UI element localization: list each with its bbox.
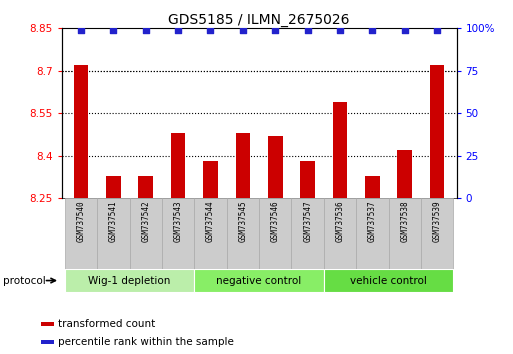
Bar [430, 65, 444, 198]
Bar [398, 150, 412, 198]
Bar [365, 176, 380, 198]
Bar [194, 269, 324, 292]
Text: protocol: protocol [3, 275, 45, 286]
Bar [41, 340, 54, 344]
Point [109, 27, 117, 33]
Text: Wig-1 depletion: Wig-1 depletion [88, 275, 171, 286]
Title: GDS5185 / ILMN_2675026: GDS5185 / ILMN_2675026 [168, 13, 350, 27]
Bar [227, 198, 259, 269]
Bar [41, 322, 54, 326]
Bar [268, 136, 283, 198]
Bar [130, 198, 162, 269]
Point [433, 27, 441, 33]
Point [206, 27, 214, 33]
Text: GSM737543: GSM737543 [173, 200, 183, 242]
Text: negative control: negative control [216, 275, 302, 286]
Text: GSM737542: GSM737542 [141, 200, 150, 242]
Point [271, 27, 280, 33]
Bar [300, 161, 315, 198]
Text: GSM737541: GSM737541 [109, 200, 118, 242]
Point [401, 27, 409, 33]
Text: GSM737536: GSM737536 [336, 200, 345, 242]
Text: GSM737546: GSM737546 [271, 200, 280, 242]
Text: GSM737540: GSM737540 [76, 200, 86, 242]
Bar [291, 198, 324, 269]
Bar [203, 161, 218, 198]
Text: GSM737538: GSM737538 [400, 200, 409, 242]
Bar [97, 198, 130, 269]
Bar [139, 176, 153, 198]
Bar [106, 176, 121, 198]
Text: GSM737547: GSM737547 [303, 200, 312, 242]
Bar [421, 198, 453, 269]
Text: GSM737537: GSM737537 [368, 200, 377, 242]
Point [304, 27, 312, 33]
Text: GSM737545: GSM737545 [239, 200, 247, 242]
Point [77, 27, 85, 33]
Bar [388, 198, 421, 269]
Text: vehicle control: vehicle control [350, 275, 427, 286]
Text: transformed count: transformed count [58, 319, 155, 329]
Bar [162, 198, 194, 269]
Bar [356, 198, 388, 269]
Bar [65, 269, 194, 292]
Bar [74, 65, 88, 198]
Bar [235, 133, 250, 198]
Point [142, 27, 150, 33]
Bar [171, 133, 185, 198]
Bar [324, 198, 356, 269]
Text: GSM737544: GSM737544 [206, 200, 215, 242]
Bar [324, 269, 453, 292]
Point [239, 27, 247, 33]
Bar [194, 198, 227, 269]
Point [174, 27, 182, 33]
Bar [65, 198, 97, 269]
Text: GSM737539: GSM737539 [432, 200, 442, 242]
Point [336, 27, 344, 33]
Point [368, 27, 377, 33]
Text: percentile rank within the sample: percentile rank within the sample [58, 337, 234, 347]
Bar [333, 102, 347, 198]
Bar [259, 198, 291, 269]
